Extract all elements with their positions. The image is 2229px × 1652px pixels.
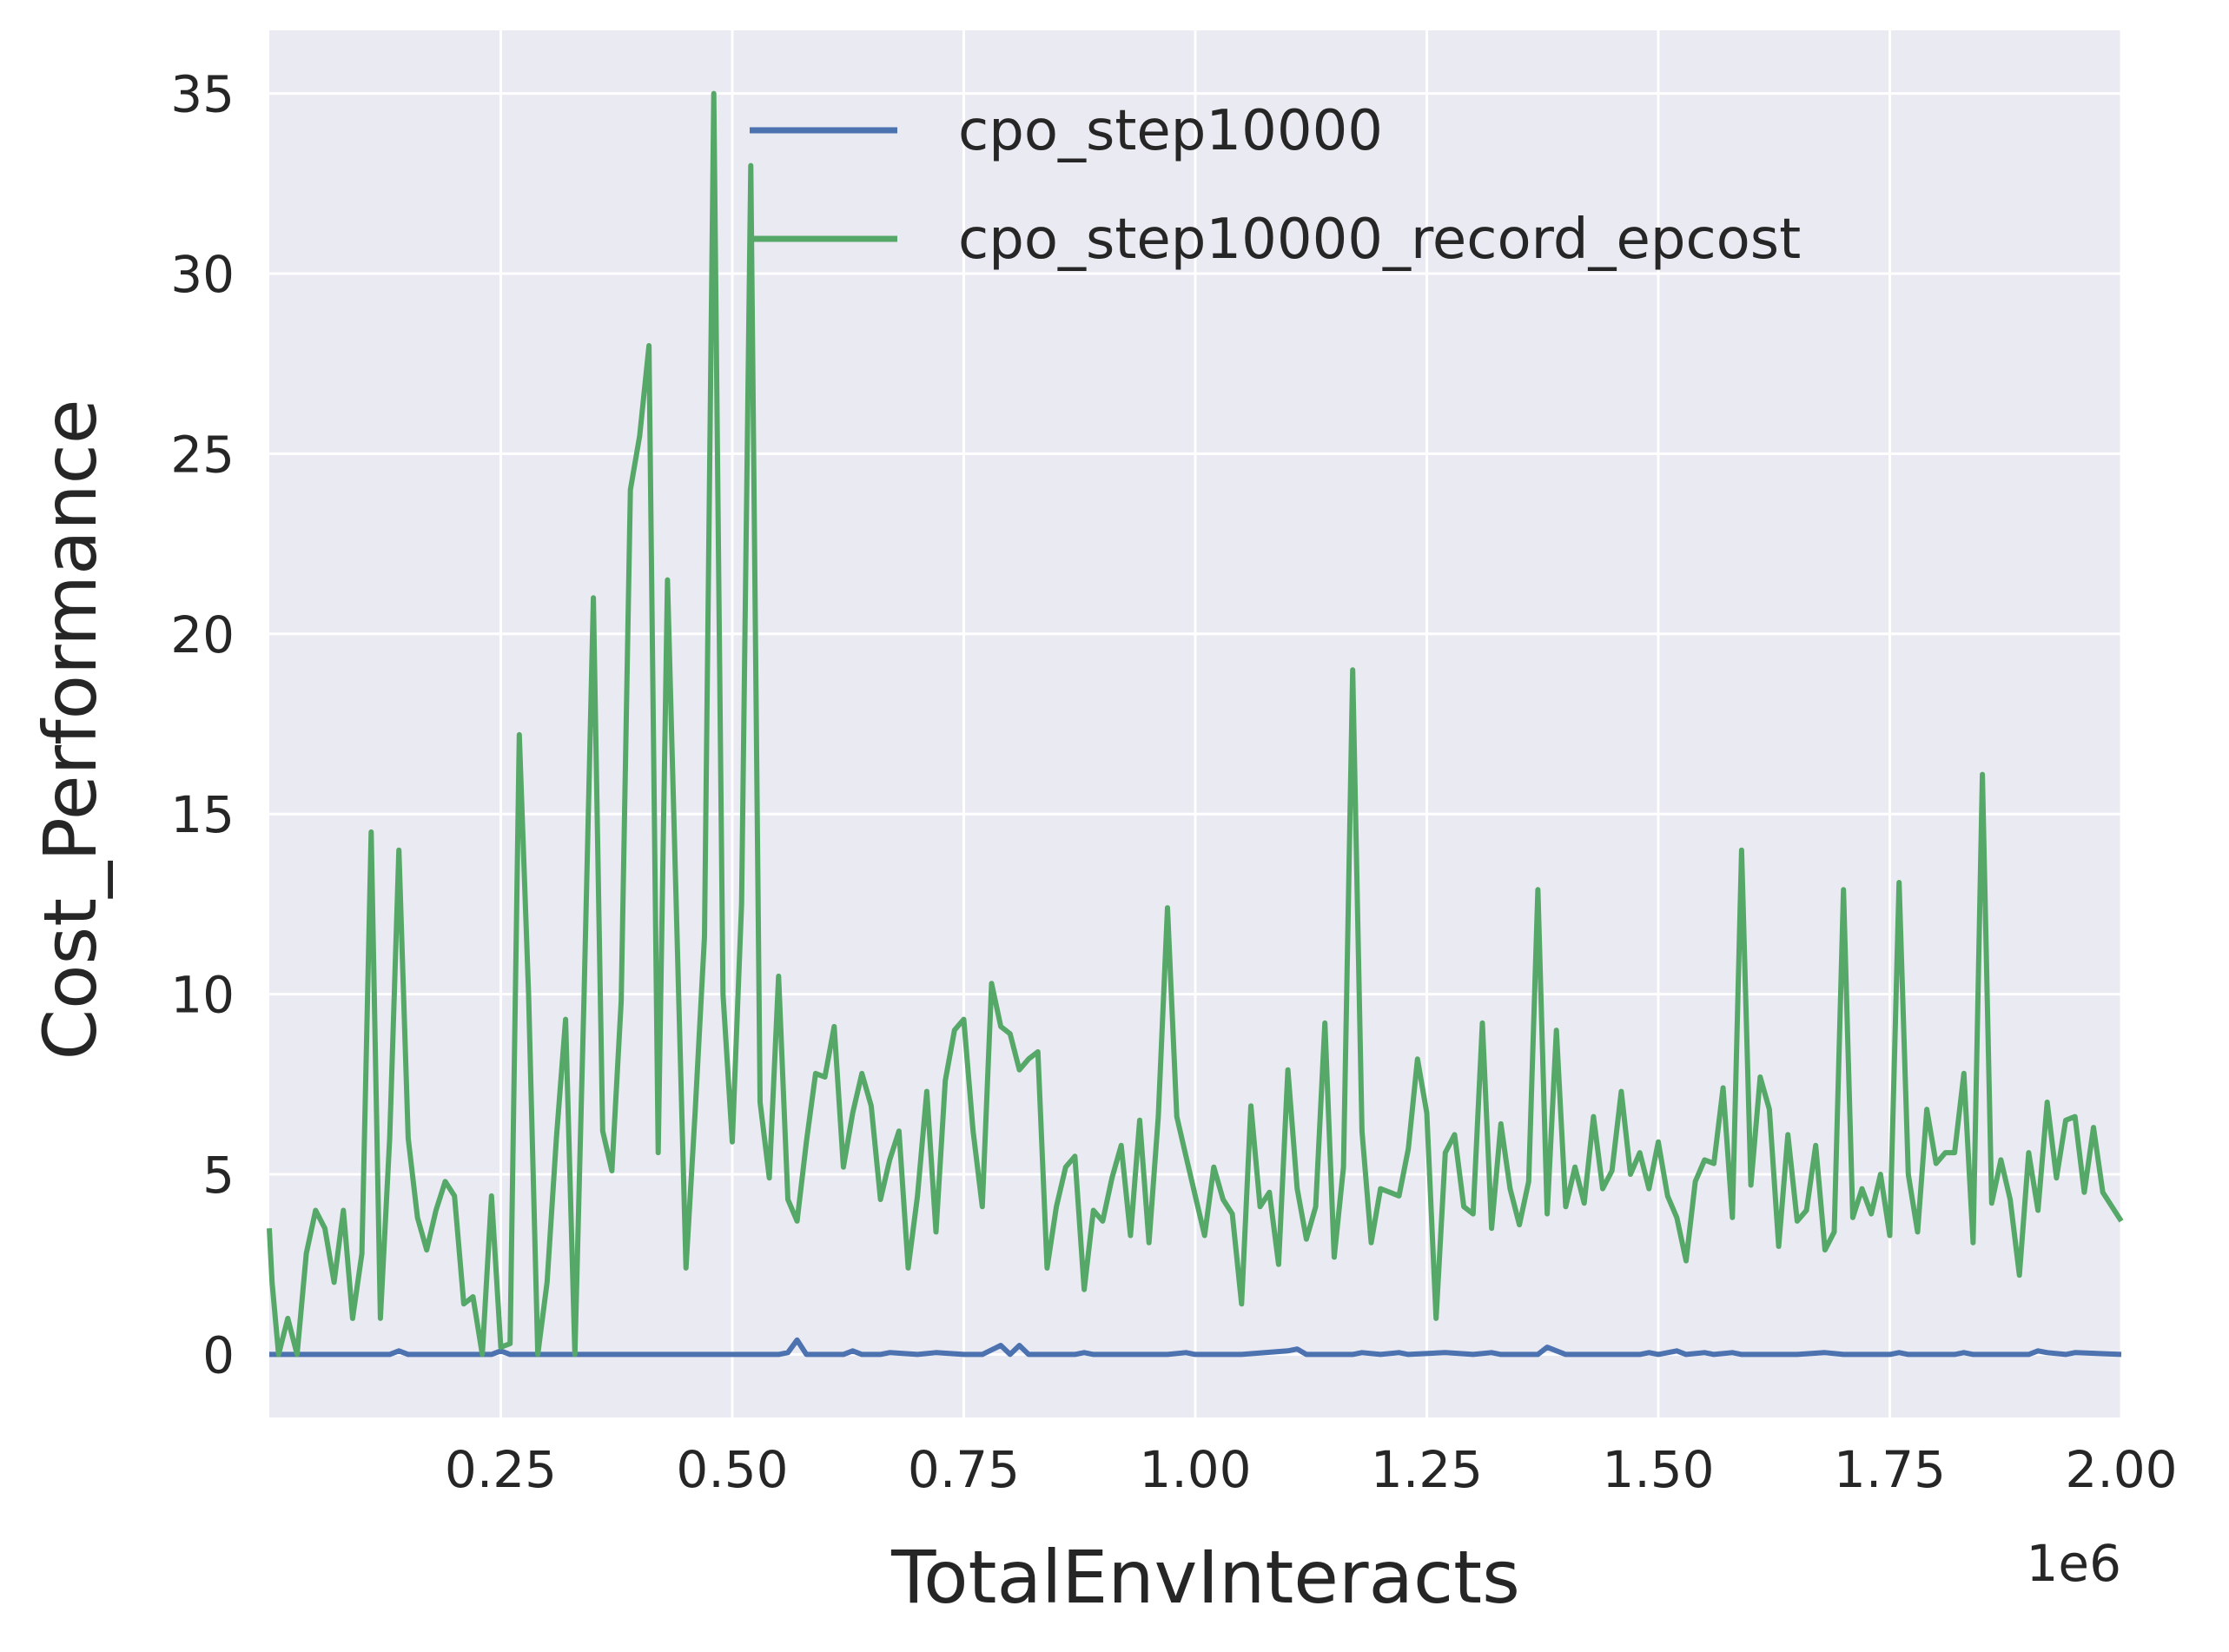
y-tick-label: 20: [170, 605, 235, 664]
x-axis-offset-label: 1e6: [2027, 1534, 2122, 1593]
x-tick-label: 0.25: [445, 1440, 557, 1499]
x-axis-ticks: 0.25 0.50 0.75 1.00 1.25 1.50 1.75 2.00: [445, 1440, 2178, 1499]
x-tick-label: 1.75: [1834, 1440, 1946, 1499]
legend-label: cpo_step10000_record_epcost: [958, 208, 1801, 272]
x-tick-label: 1.50: [1602, 1440, 1714, 1499]
series-line-2: [267, 90, 2124, 1358]
x-tick-label: 0.75: [908, 1440, 1020, 1499]
y-tick-label: 35: [170, 65, 235, 124]
x-axis-title: TotalEnvInteracts: [890, 1535, 1520, 1620]
legend: cpo_step10000 cpo_step10000_record_epcost: [750, 99, 1801, 272]
series-line-1: [269, 1337, 2122, 1358]
y-axis-ticks: 0 5 10 15 20 25 30 35: [170, 65, 235, 1385]
y-tick-label: 30: [170, 245, 235, 304]
y-axis-title: Cost_Performance: [28, 399, 113, 1060]
x-tick-label: 1.25: [1371, 1440, 1483, 1499]
legend-label: cpo_step10000: [958, 99, 1383, 163]
y-tick-label: 25: [170, 425, 235, 484]
y-tick-label: 15: [170, 785, 235, 844]
y-tick-label: 0: [202, 1325, 235, 1384]
y-tick-label: 5: [202, 1146, 235, 1205]
series-layer: [267, 90, 2124, 1358]
y-tick-label: 10: [170, 966, 235, 1025]
x-tick-label: 2.00: [2065, 1440, 2177, 1499]
x-tick-label: 1.00: [1139, 1440, 1251, 1499]
x-tick-label: 0.50: [676, 1440, 788, 1499]
